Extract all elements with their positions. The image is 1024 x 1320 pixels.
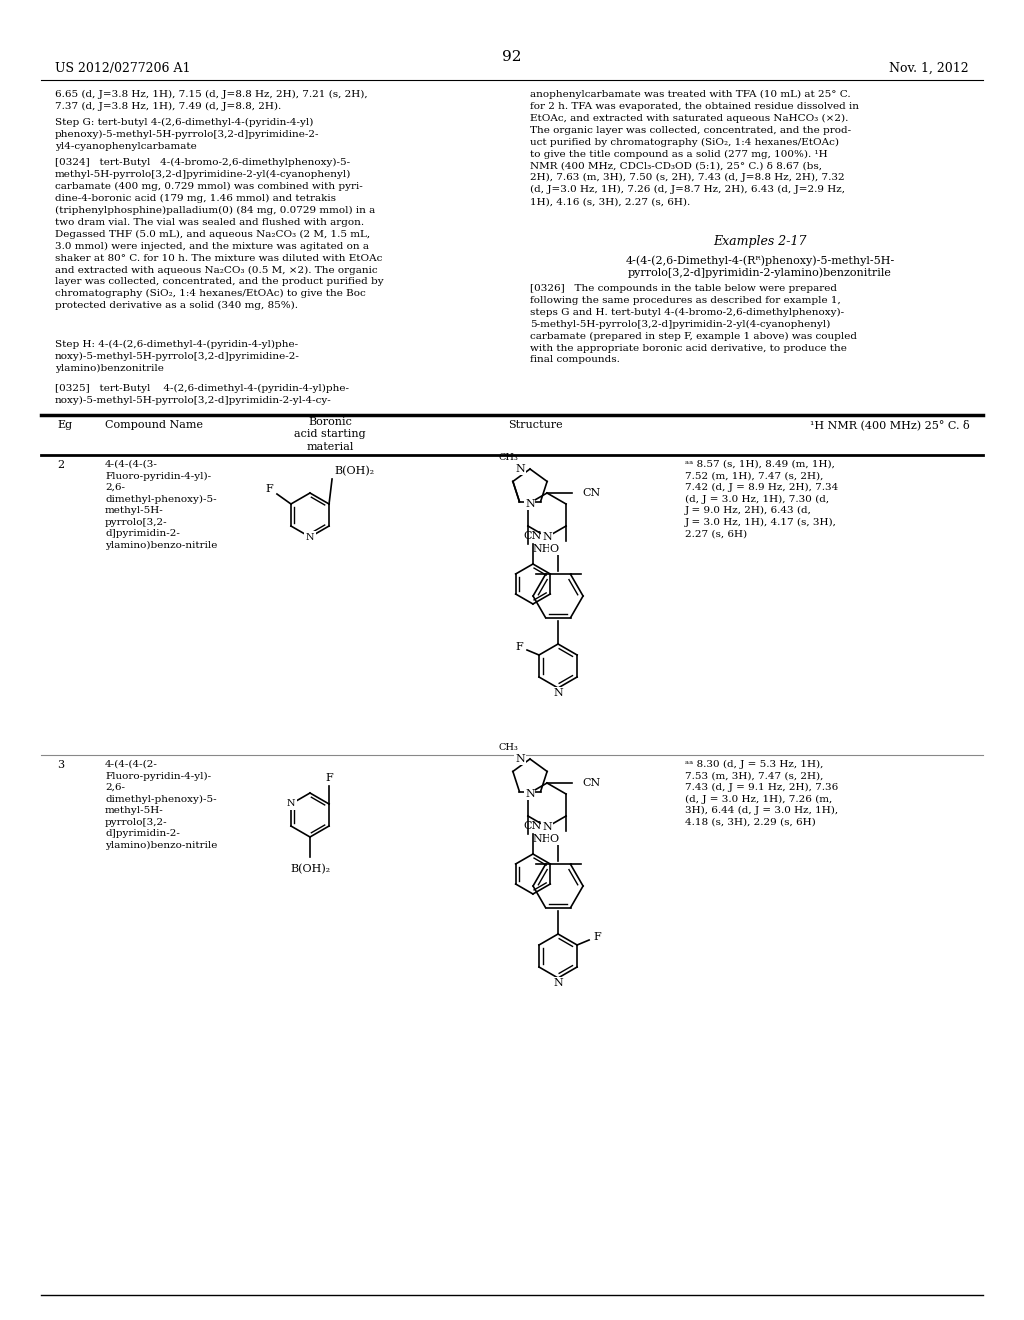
Text: pyrrolo[3,2-d]pyrimidin-2-ylamino)benzonitrile: pyrrolo[3,2-d]pyrimidin-2-ylamino)benzon… bbox=[628, 267, 892, 277]
Text: B(OH)₂: B(OH)₂ bbox=[290, 863, 330, 874]
Text: Step G: tert-butyl 4-(2,6-dimethyl-4-(pyridin-4-yl): Step G: tert-butyl 4-(2,6-dimethyl-4-(py… bbox=[55, 117, 313, 127]
Text: Boronic
acid starting
material: Boronic acid starting material bbox=[294, 417, 366, 451]
Text: 4-(4-(4-(3-
Fluoro­pyridin-4-yl)-
2,6-
dimethyl­phenoxy)-5-
methyl-5H-
pyrrolo[3: 4-(4-(4-(3- Fluoro­pyridin-4-yl)- 2,6- d… bbox=[105, 459, 217, 549]
Text: ᵃᵃ 8.57 (s, 1H), 8.49 (m, 1H),
7.52 (m, 1H), 7.47 (s, 2H),
7.42 (d, J = 8.9 Hz, : ᵃᵃ 8.57 (s, 1H), 8.49 (m, 1H), 7.52 (m, … bbox=[685, 459, 839, 539]
Text: N: N bbox=[553, 688, 563, 698]
Text: ylamino)benzonitrile: ylamino)benzonitrile bbox=[55, 364, 164, 374]
Text: US 2012/0277206 A1: US 2012/0277206 A1 bbox=[55, 62, 190, 75]
Text: O: O bbox=[550, 834, 559, 843]
Text: noxy)-5-methyl-5H-pyrrolo[3,2-d]pyrimidine-2-: noxy)-5-methyl-5H-pyrrolo[3,2-d]pyrimidi… bbox=[55, 352, 300, 362]
Text: ¹H NMR (400 MHz) 25° C. δ: ¹H NMR (400 MHz) 25° C. δ bbox=[810, 420, 970, 430]
Text: N: N bbox=[525, 789, 535, 799]
Text: NH: NH bbox=[532, 834, 552, 843]
Text: phenoxy)-5-methyl-5H-pyrrolo[3,2-d]pyrimidine-2-: phenoxy)-5-methyl-5H-pyrrolo[3,2-d]pyrim… bbox=[55, 129, 319, 139]
Text: yl4-cyanophenylcarbamate: yl4-cyanophenylcarbamate bbox=[55, 143, 197, 150]
Text: [0325]   tert-Butyl    4-(2,6-dimethyl-4-(pyridin-4-yl)phe-
noxy)-5-methyl-5H-py: [0325] tert-Butyl 4-(2,6-dimethyl-4-(pyr… bbox=[55, 384, 349, 405]
Text: 4-(4-(4-(2-
Fluoro­pyridin-4-yl)-
2,6-
dimethyl­phenoxy)-5-
methyl-5H-
pyrrolo[3: 4-(4-(4-(2- Fluoro­pyridin-4-yl)- 2,6- d… bbox=[105, 760, 217, 850]
Text: 6.65 (d, J=3.8 Hz, 1H), 7.15 (d, J=8.8 Hz, 2H), 7.21 (s, 2H),: 6.65 (d, J=3.8 Hz, 1H), 7.15 (d, J=8.8 H… bbox=[55, 90, 368, 99]
Text: N: N bbox=[515, 465, 525, 474]
Text: N: N bbox=[287, 800, 295, 808]
Text: 2: 2 bbox=[57, 459, 65, 470]
Text: N: N bbox=[525, 499, 535, 510]
Text: F: F bbox=[593, 932, 601, 942]
Text: [0324]   tert-Butyl   4-(4-bromo-2,6-dimethylphenoxy)-5-
methyl-5H-pyrrolo[3,2-d: [0324] tert-Butyl 4-(4-bromo-2,6-dimethy… bbox=[55, 158, 384, 310]
Text: CN: CN bbox=[524, 821, 542, 832]
Text: 7.37 (d, J=3.8 Hz, 1H), 7.49 (d, J=8.8, 2H).: 7.37 (d, J=3.8 Hz, 1H), 7.49 (d, J=8.8, … bbox=[55, 102, 282, 111]
Text: F: F bbox=[515, 642, 523, 652]
Text: CN: CN bbox=[582, 777, 600, 788]
Text: anophenylcarbamate was treated with TFA (10 mL) at 25° C.
for 2 h. TFA was evapo: anophenylcarbamate was treated with TFA … bbox=[530, 90, 859, 206]
Text: Compound Name: Compound Name bbox=[105, 420, 203, 430]
Text: O: O bbox=[550, 544, 559, 554]
Text: [0326]   The compounds in the table below were prepared
following the same proce: [0326] The compounds in the table below … bbox=[530, 284, 857, 364]
Text: 4-(4-(2,6-Dimethyl-4-(Rᴿ)phenoxy)-5-methyl-5H-: 4-(4-(2,6-Dimethyl-4-(Rᴿ)phenoxy)-5-meth… bbox=[626, 255, 895, 265]
Text: N: N bbox=[542, 532, 552, 543]
Text: CN: CN bbox=[582, 488, 600, 498]
Text: Examples 2-17: Examples 2-17 bbox=[714, 235, 807, 248]
Text: B(OH)₂: B(OH)₂ bbox=[334, 466, 374, 477]
Text: CN: CN bbox=[524, 531, 542, 541]
Text: Nov. 1, 2012: Nov. 1, 2012 bbox=[890, 62, 969, 75]
Text: N: N bbox=[515, 754, 525, 764]
Text: CH₃: CH₃ bbox=[498, 453, 518, 462]
Text: N: N bbox=[553, 978, 563, 987]
Text: Eg: Eg bbox=[57, 420, 72, 430]
Text: N: N bbox=[306, 532, 314, 541]
Text: N: N bbox=[542, 822, 552, 832]
Text: Step H: 4-(4-(2,6-dimethyl-4-(pyridin-4-yl)phe-: Step H: 4-(4-(2,6-dimethyl-4-(pyridin-4-… bbox=[55, 341, 298, 348]
Text: 92: 92 bbox=[502, 50, 522, 63]
Text: 3: 3 bbox=[57, 760, 65, 770]
Text: Structure: Structure bbox=[508, 420, 562, 430]
Text: NH: NH bbox=[532, 544, 552, 554]
Text: F: F bbox=[326, 774, 333, 783]
Text: ᵃᵃ 8.30 (d, J = 5.3 Hz, 1H),
7.53 (m, 3H), 7.47 (s, 2H),
7.43 (d, J = 9.1 Hz, 2H: ᵃᵃ 8.30 (d, J = 5.3 Hz, 1H), 7.53 (m, 3H… bbox=[685, 760, 839, 826]
Text: CH₃: CH₃ bbox=[498, 742, 518, 751]
Text: F: F bbox=[265, 484, 272, 494]
